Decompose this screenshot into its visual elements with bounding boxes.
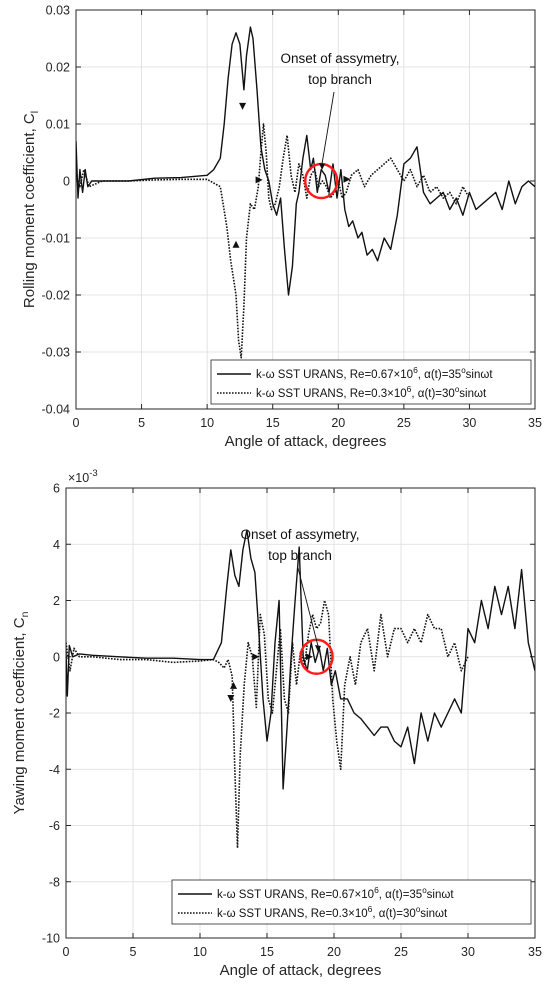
direction-arrow: [230, 681, 237, 689]
direction-arrow: [227, 694, 235, 702]
y-tick-label: 4: [53, 538, 60, 552]
x-tick-label: 30: [462, 416, 476, 430]
annotation-arrowhead: [315, 645, 321, 652]
chart-1: 0 5 10 15 20 25 30 35 -0.04 -0.03 -0.02 -0.01 0 0.01 0…: [21, 4, 542, 451]
series-group: [76, 26, 535, 359]
x-tick-label: 35: [528, 416, 542, 430]
legend-label: k-ω SST URANS, Re=0.3×106, α(t)=30osinωt: [256, 384, 487, 400]
x-tick-label: 20: [331, 416, 345, 430]
y-tick-label: -6: [49, 819, 60, 833]
legend-label: k-ω SST URANS, Re=0.67×106, α(t)=35osinω…: [217, 885, 454, 901]
y-tick-label: -0.02: [42, 289, 71, 303]
y-tick-label: 0: [53, 650, 60, 664]
legend: k-ω SST URANS, Re=0.67×106, α(t)=35osinω…: [210, 359, 532, 405]
legend-label: k-ω SST URANS, Re=0.67×106, α(t)=35osinω…: [256, 365, 493, 381]
y-axis-label: Rolling moment coefficient, Cl: [21, 111, 41, 308]
y-tick-label: -0.01: [42, 232, 71, 246]
x-tick-label: 0: [63, 945, 70, 959]
series-group: [66, 529, 535, 849]
annotation-arrowhead: [319, 163, 325, 170]
x-tick-label: 35: [528, 945, 542, 959]
annotation-arrow: [297, 567, 319, 647]
x-tick-label: 15: [266, 416, 280, 430]
legend-box: [210, 359, 532, 405]
y-tick-label: -2: [49, 707, 60, 721]
y-tick-label: 2: [53, 594, 60, 608]
series-dotted: [66, 599, 469, 849]
y-tick-label: -0.03: [42, 346, 71, 360]
annotation-line2: top branch: [308, 72, 372, 87]
x-tick-label: 30: [461, 945, 475, 959]
legend: k-ω SST URANS, Re=0.67×106, α(t)=35osinω…: [171, 879, 532, 925]
direction-arrow: [343, 175, 351, 183]
y-tick-label: 6: [53, 482, 60, 496]
ticks: 0 5 10 15 20 25 30 35 -10 -8 -6 -4 -2 0 2 4 6: [42, 482, 542, 960]
x-axis-label: Angle of attack, degrees: [220, 962, 382, 979]
y-tick-label: -0.04: [42, 403, 71, 417]
annotation-line2: top branch: [268, 548, 332, 563]
x-tick-label: 25: [394, 945, 408, 959]
x-tick-label: 5: [138, 416, 145, 430]
chart-2: 0 5 10 15 20 25 30 35 -10 -8 -6 -4 -2 0 2 4 6 ×10-3 Angle …: [11, 468, 542, 979]
plot-frame: [75, 9, 536, 410]
x-tick-label: 0: [73, 416, 80, 430]
y-tick-label: 0.01: [46, 118, 70, 132]
legend-box: [171, 879, 532, 925]
series-solid: [66, 529, 535, 790]
x-tick-label: 5: [130, 945, 137, 959]
grid: [75, 9, 536, 410]
x-axis-label: Angle of attack, degrees: [225, 433, 387, 450]
y-tick-label: -10: [42, 932, 60, 946]
annotation-line1: Onset of assymetry,: [280, 51, 399, 66]
direction-arrow: [305, 653, 313, 661]
y-tick-label: 0: [63, 175, 70, 189]
annotation-line1: Onset of assymetry,: [240, 527, 359, 542]
y-tick-label: -8: [49, 875, 60, 889]
x-tick-label: 25: [397, 416, 411, 430]
direction-arrow: [252, 653, 260, 661]
x-tick-label: 15: [260, 945, 274, 959]
x-tick-label: 10: [193, 945, 207, 959]
ticks: 0 5 10 15 20 25 30 35 -0.04 -0.03 -0.02 -0.01 0 0.01 0…: [42, 4, 542, 431]
annotation-arrow: [321, 91, 335, 165]
x-tick-label: 10: [200, 416, 214, 430]
y-tick-label: -4: [49, 763, 60, 777]
y-exponent-label: ×10-3: [68, 468, 98, 485]
y-tick-label: 0.03: [46, 4, 70, 18]
y-tick-label: 0.02: [46, 61, 70, 75]
direction-arrow: [239, 102, 247, 110]
legend-label: k-ω SST URANS, Re=0.3×106, α(t)=30osinωt: [217, 904, 448, 920]
x-tick-label: 20: [327, 945, 341, 959]
direction-arrow: [255, 176, 263, 184]
direction-arrow: [232, 240, 240, 248]
y-axis-label: Yawing moment coefficient, Cn: [11, 611, 31, 814]
